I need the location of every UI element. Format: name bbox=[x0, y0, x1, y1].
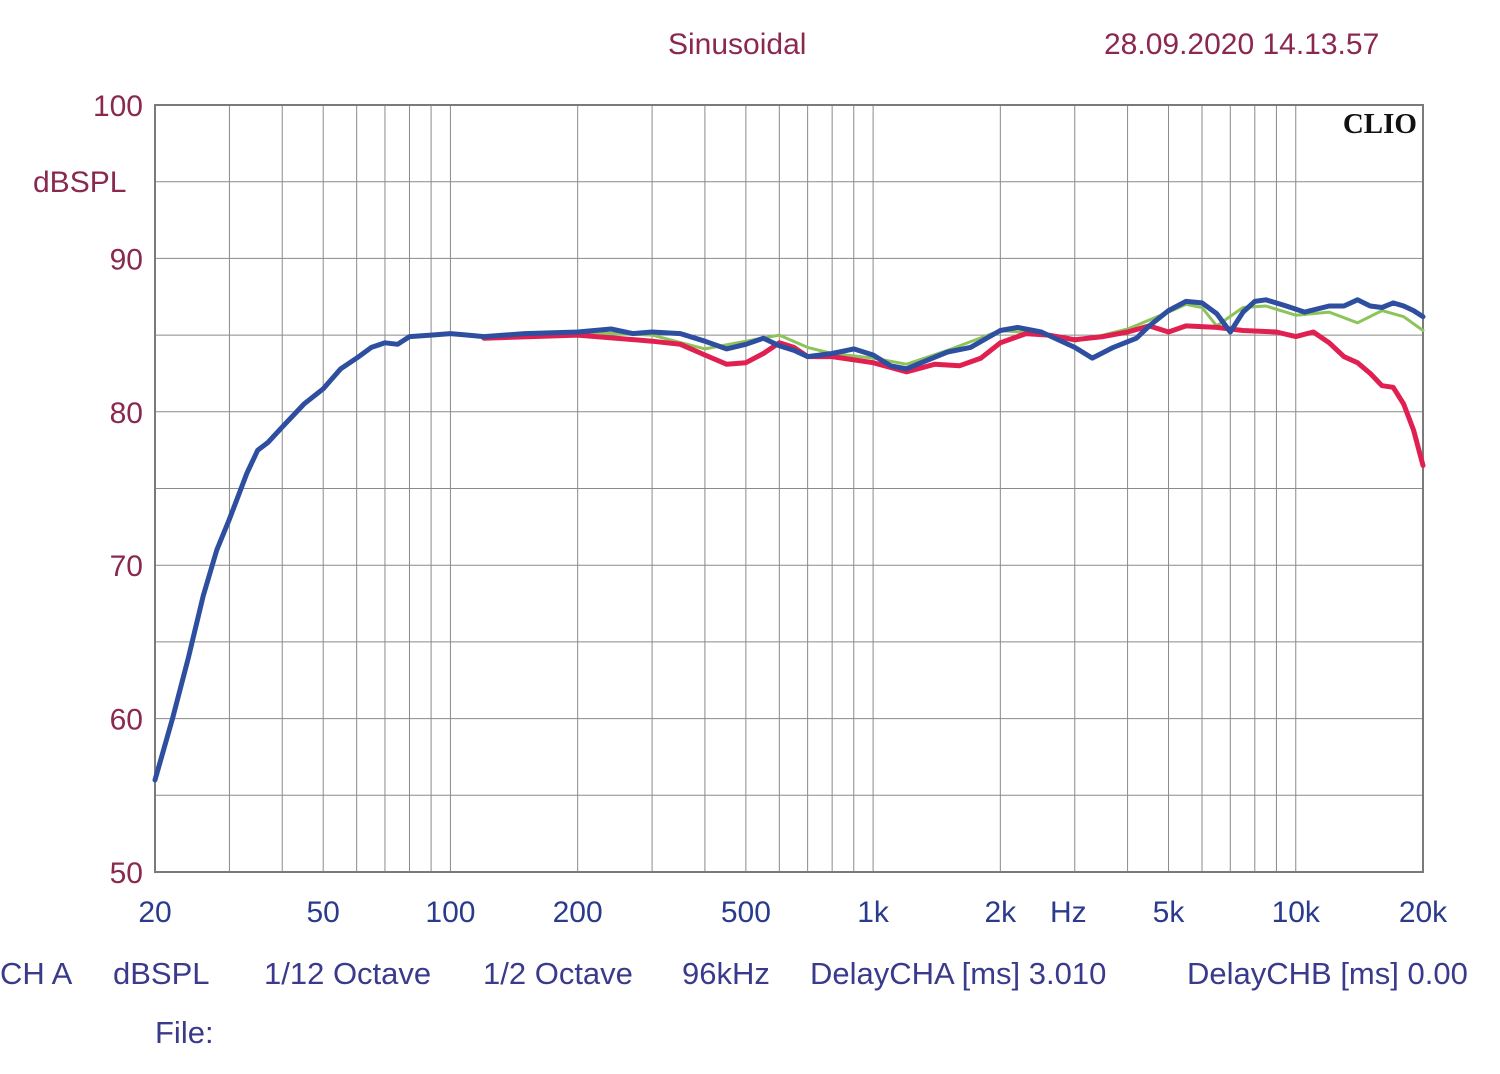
series-line-3 bbox=[152, 297, 1426, 783]
x-tick-label: 20k bbox=[1399, 896, 1448, 929]
unit-label: dBSPL bbox=[113, 956, 210, 991]
series-line-2 bbox=[481, 323, 1426, 468]
file-label: File: bbox=[155, 1015, 214, 1050]
x-tick-label: 2k bbox=[984, 896, 1017, 929]
x-tick-label: 100 bbox=[425, 896, 475, 929]
y-tick-label: 90 bbox=[110, 243, 143, 276]
x-tick-labels: 20 50 100 200 500 1k 2k 5k 10k 20k bbox=[138, 896, 1448, 929]
delay-cha-label: DelayCHA [ms] 3.010 bbox=[810, 956, 1107, 991]
smoothing-label: 1/12 Octave bbox=[264, 956, 432, 991]
chart-series bbox=[152, 297, 1426, 783]
y-tick-label: 70 bbox=[110, 550, 143, 583]
measurement-datetime: 28.09.2020 14.13.57 bbox=[1104, 28, 1380, 61]
clio-brand-label: CLIO bbox=[1343, 108, 1417, 140]
chart-grid bbox=[155, 105, 1423, 872]
x-tick-label: 500 bbox=[721, 896, 771, 929]
x-tick-label: 1k bbox=[857, 896, 890, 929]
delay-chb-label: DelayCHB [ms] 0.00 bbox=[1187, 956, 1468, 991]
y-tick-label: 60 bbox=[110, 704, 143, 737]
y-tick-label: 100 bbox=[93, 90, 143, 123]
x-tick-label: 20 bbox=[138, 896, 171, 929]
sample-rate-label: 96kHz bbox=[682, 956, 770, 991]
x-tick-label: 50 bbox=[307, 896, 340, 929]
y-tick-labels: 50 60 70 80 90 100 bbox=[93, 90, 143, 890]
measurement-mode: Sinusoidal bbox=[668, 28, 807, 61]
y-axis-label: dBSPL bbox=[33, 166, 126, 199]
plot-frame bbox=[154, 104, 1424, 873]
y-tick-label: 80 bbox=[110, 397, 143, 430]
x-tick-label: 10k bbox=[1272, 896, 1321, 929]
resolution-label: 1/2 Octave bbox=[483, 956, 633, 991]
x-tick-label: 5k bbox=[1153, 896, 1186, 929]
y-tick-label: 50 bbox=[110, 857, 143, 890]
x-tick-label: 200 bbox=[553, 896, 603, 929]
x-axis-label: Hz bbox=[1050, 896, 1087, 929]
channel-label: CH A bbox=[0, 956, 73, 991]
